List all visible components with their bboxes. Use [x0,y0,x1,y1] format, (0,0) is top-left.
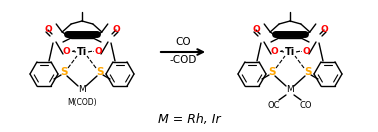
Text: O: O [112,25,120,34]
Text: S: S [96,67,104,77]
Text: M: M [78,86,86,95]
Text: O: O [302,46,310,55]
Text: ·: · [72,46,76,58]
Text: O: O [44,25,52,34]
Text: Ti: Ti [285,47,295,57]
Text: O: O [94,46,102,55]
Text: M: M [286,86,294,95]
Text: ·: · [280,46,284,58]
Text: S: S [60,67,68,77]
Text: M(COD): M(COD) [67,98,97,107]
Text: Ti: Ti [77,47,87,57]
Text: S: S [268,67,276,77]
Text: ···: ··· [87,48,95,58]
Text: M = Rh, Ir: M = Rh, Ir [158,114,220,126]
Text: O: O [270,46,278,55]
Text: O: O [252,25,260,34]
Text: -COD: -COD [169,55,197,65]
Text: S: S [304,67,312,77]
Text: OC: OC [268,100,280,110]
Text: CO: CO [300,100,312,110]
Text: ···: ··· [295,48,303,58]
Text: O: O [62,46,70,55]
Text: O: O [320,25,328,34]
Text: CO: CO [175,37,191,47]
